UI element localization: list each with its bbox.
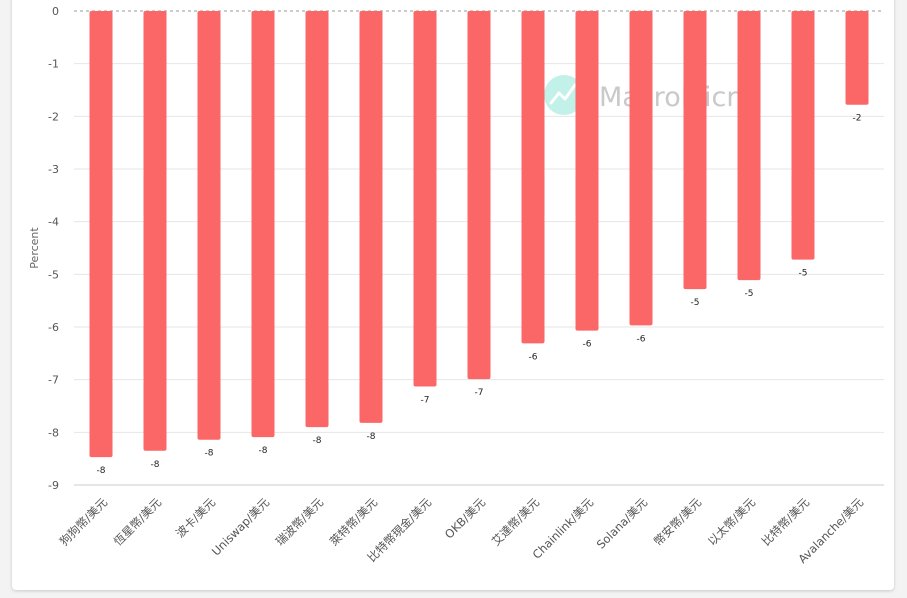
y-tick-label: -6	[48, 321, 59, 334]
data-label: -8	[313, 436, 322, 446]
y-tick-label: -8	[48, 426, 59, 439]
y-tick-label: -1	[48, 58, 59, 71]
bar[interactable]	[251, 11, 275, 438]
data-label: -8	[259, 446, 268, 456]
bar[interactable]	[521, 11, 545, 344]
y-tick-label: -7	[48, 374, 59, 387]
data-label: -6	[583, 340, 592, 350]
bar[interactable]	[629, 11, 653, 326]
bar[interactable]	[791, 11, 815, 260]
x-tick-label: Uniswap/美元	[209, 495, 273, 559]
data-label: -7	[421, 396, 430, 406]
x-tick-label: 瑞波幣/美元	[273, 495, 327, 549]
bar[interactable]	[197, 11, 221, 440]
x-tick-label: 比特幣/美元	[759, 495, 813, 549]
y-tick-label: -5	[48, 268, 59, 281]
labels-layer: -8 -8 -8 -8 -8 -8 -7 -7 -6 -6 -6 -5 -5 -5 -2	[97, 114, 862, 476]
data-label: -8	[151, 460, 160, 470]
bar[interactable]	[305, 11, 329, 428]
bar[interactable]	[413, 11, 437, 387]
x-tick-label: 以太幣/美元	[705, 495, 759, 549]
x-tick-label: 幣安幣/美元	[651, 495, 705, 549]
x-tick-label: 艾達幣/美元	[489, 495, 543, 549]
watermark-text: MacroMicro	[599, 82, 753, 113]
data-label: -5	[691, 298, 700, 308]
y-axis-title: Percent	[28, 227, 41, 269]
bar[interactable]	[737, 11, 761, 281]
y-tick-label: -2	[48, 110, 59, 123]
y-tick-label: 0	[52, 5, 59, 18]
watermark: MacroMicro	[544, 75, 753, 115]
bar[interactable]	[575, 11, 599, 331]
bar[interactable]	[467, 11, 491, 380]
data-label: -6	[529, 352, 538, 362]
bar[interactable]	[359, 11, 383, 423]
data-label: -2	[853, 114, 862, 124]
macromicro-logo-icon	[544, 75, 584, 115]
bars-layer	[89, 11, 869, 458]
bar[interactable]	[683, 11, 707, 290]
bar[interactable]	[143, 11, 167, 451]
data-label: -5	[799, 269, 808, 279]
x-tick-label: 恆星幣/美元	[111, 495, 165, 549]
x-tick-label: Solana/美元	[594, 495, 651, 552]
bar[interactable]	[845, 11, 869, 105]
x-tick-label: 萊特幣/美元	[327, 495, 381, 549]
data-label: -8	[97, 466, 106, 476]
y-tick-label: -3	[48, 163, 59, 176]
data-label: -8	[205, 449, 214, 459]
data-label: -8	[367, 432, 376, 442]
data-label: -5	[745, 289, 754, 299]
x-tick-label: 波卡/美元	[173, 495, 219, 541]
x-tick-label: 狗狗幣/美元	[57, 495, 111, 549]
y-tick-label: -4	[48, 216, 59, 229]
data-label: -6	[637, 334, 646, 344]
y-tick-label: -9	[48, 479, 59, 492]
x-tick-label: OKB/美元	[442, 495, 489, 542]
bar[interactable]	[89, 11, 113, 458]
data-label: -7	[475, 388, 484, 398]
